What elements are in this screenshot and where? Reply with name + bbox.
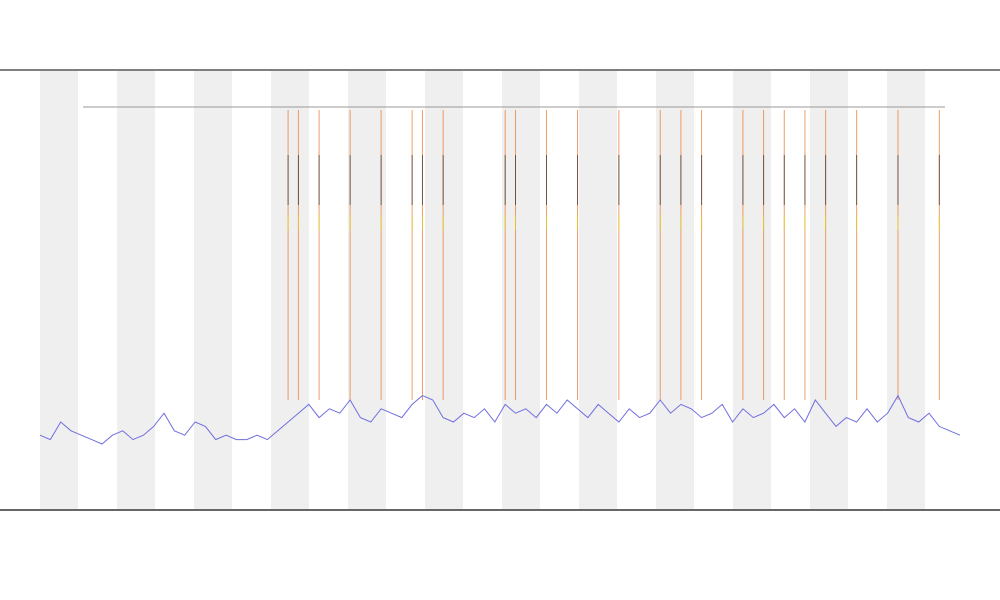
band — [117, 71, 155, 509]
band — [40, 71, 78, 509]
band — [579, 71, 617, 509]
band — [271, 71, 309, 509]
band — [194, 71, 232, 509]
band — [425, 71, 463, 509]
series-line — [39, 394, 961, 445]
band — [810, 71, 848, 509]
band — [348, 71, 386, 509]
band — [887, 71, 925, 509]
band — [656, 71, 694, 509]
band — [502, 71, 540, 509]
period-bands — [40, 71, 925, 509]
band — [733, 71, 771, 509]
